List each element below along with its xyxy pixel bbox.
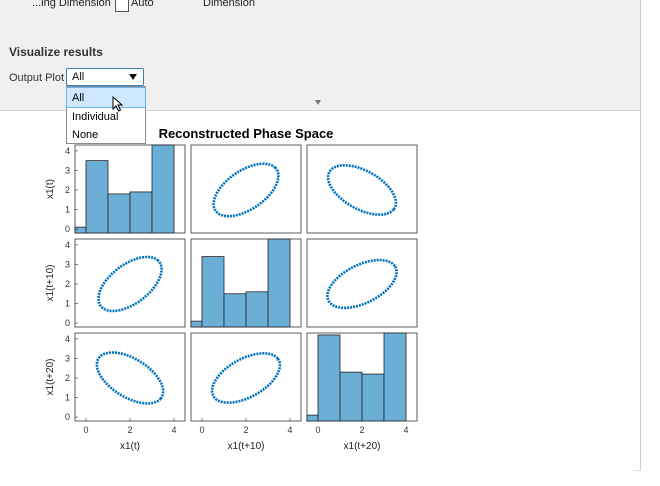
chevron-down-icon[interactable] xyxy=(129,74,137,80)
y-tick-label: 0 xyxy=(65,224,70,234)
x-tick-label: 2 xyxy=(127,425,132,435)
histogram-bar xyxy=(317,334,341,422)
x-tick-label: 0 xyxy=(199,425,204,435)
document-page: ...ing Dimension Auto Dimension Visualiz… xyxy=(0,0,641,471)
auto-checkbox[interactable] xyxy=(115,0,129,12)
embedding-dimension-label: ...ing Dimension xyxy=(32,0,111,9)
output-plot-label: Output Plot xyxy=(9,72,65,84)
panel-1-2 xyxy=(306,238,418,328)
histogram-bar xyxy=(129,191,153,234)
option-label: All xyxy=(72,92,85,104)
histogram-bar xyxy=(201,256,225,328)
histogram-bar xyxy=(85,160,109,234)
x-tick-label: 0 xyxy=(315,425,320,435)
histogram-bar xyxy=(383,332,407,422)
option-label: None xyxy=(72,129,99,141)
histogram-bar xyxy=(190,320,203,328)
x-axis-label: x1(t+20) xyxy=(344,441,381,452)
y-tick-label: 1 xyxy=(65,393,70,403)
y-tick-label: 0 xyxy=(65,412,70,422)
phase-space-plot: Reconstructed Phase Space 0 1 2 3 4 0 1 2 3 4 0 1 2 3… xyxy=(45,126,418,452)
y-tick-label: 2 xyxy=(65,185,70,195)
y-axis-label: x1(t+20) xyxy=(45,359,56,396)
histogram-bar xyxy=(223,293,247,328)
auto-label: Auto xyxy=(131,0,154,9)
histogram-bar xyxy=(267,238,291,328)
y-tick-label: 2 xyxy=(65,373,70,383)
x-tick-label: 2 xyxy=(359,425,364,435)
y-axis-label: x1(t) xyxy=(45,179,56,199)
phase-trajectory xyxy=(326,258,398,310)
dropdown-option-none[interactable]: None xyxy=(67,125,145,144)
y-axis-label: x1(t+10) xyxy=(45,265,56,302)
y-tick-label: 3 xyxy=(65,259,70,269)
phase-trajectory xyxy=(210,351,282,404)
panel-2-0 xyxy=(74,332,186,422)
dropdown-list: All Individual None xyxy=(66,86,146,144)
histogram-bar xyxy=(245,291,269,328)
x-axis-label: x1(t) xyxy=(120,441,140,452)
y-tick-label: 4 xyxy=(65,334,70,344)
histogram-bar xyxy=(306,414,319,422)
x-tick-label: 4 xyxy=(403,425,408,435)
split-arrow-icon[interactable] xyxy=(315,100,321,105)
phase-trajectory xyxy=(95,351,165,405)
mouse-cursor-icon xyxy=(112,96,124,112)
panel-0-2 xyxy=(306,144,418,234)
y-tick-label: 3 xyxy=(65,353,70,363)
dropdown-option-all[interactable]: All xyxy=(66,87,146,108)
y-tick-label: 3 xyxy=(65,165,70,175)
histogram-bar xyxy=(361,373,385,422)
x-tick-label: 2 xyxy=(243,425,248,435)
histogram-bar xyxy=(107,193,131,234)
y-tick-label: 1 xyxy=(65,205,70,215)
x-axis-label: x1(t+10) xyxy=(228,441,265,452)
y-tick-label: 4 xyxy=(65,240,70,250)
y-tick-label: 4 xyxy=(65,146,70,156)
output-plot-dropdown[interactable]: All xyxy=(66,68,144,86)
panel-0-1 xyxy=(190,144,302,234)
y-tick-label: 0 xyxy=(65,318,70,328)
phase-trajectory xyxy=(97,255,163,313)
option-label: Individual xyxy=(72,111,119,123)
histogram-bar xyxy=(74,226,87,234)
x-tick-label: 4 xyxy=(171,425,176,435)
y-tick-label: 1 xyxy=(65,299,70,309)
section-title: Visualize results xyxy=(9,45,103,59)
y-tick-label: 2 xyxy=(65,279,70,289)
phase-trajectory xyxy=(212,162,280,218)
histogram-bar xyxy=(151,144,175,234)
panel-2-1 xyxy=(190,332,302,422)
dimension-label: Dimension xyxy=(203,0,255,9)
x-tick-label: 4 xyxy=(287,425,292,435)
dropdown-option-individual[interactable]: Individual xyxy=(67,107,145,126)
chart-title: Reconstructed Phase Space xyxy=(159,126,334,141)
phase-trajectory xyxy=(326,164,398,216)
panel-1-0 xyxy=(74,238,186,328)
dropdown-value: All xyxy=(72,71,85,83)
histogram-bar xyxy=(339,371,363,422)
x-tick-label: 0 xyxy=(83,425,88,435)
